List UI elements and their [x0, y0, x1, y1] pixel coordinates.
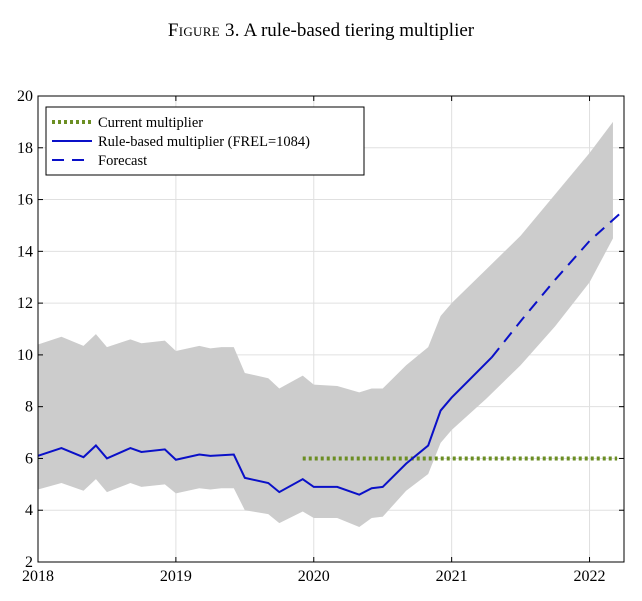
y-tick-label: 12 [17, 295, 33, 312]
legend-label-forecast: Forecast [98, 153, 147, 169]
y-tick-label: 18 [17, 140, 33, 157]
figure-title-text: A rule-based tiering multiplier [243, 20, 475, 41]
legend-label-rule: Rule-based multiplier (FREL=1084) [98, 134, 310, 150]
axes: 2018 2019 2020 2021 2022 2 4 6 8 10 12 14 16 18 20 [17, 88, 624, 585]
plot-frame [37, 95, 625, 563]
y-tick-label: 16 [17, 192, 33, 209]
x-tick-label: 2021 [436, 568, 468, 585]
legend: Current multiplier Rule-based multiplier … [45, 106, 365, 176]
x-tick-label: 2018 [22, 568, 54, 585]
y-tick-label: 6 [25, 450, 33, 467]
legend-label-current: Current multiplier [98, 115, 203, 131]
series-rule-line [37, 356, 493, 496]
y-tick-label: 14 [17, 243, 33, 260]
y-tick-label: 10 [17, 347, 33, 364]
x-tick-label: 2022 [574, 568, 606, 585]
series-lines [37, 209, 625, 496]
figure-title: Figure 3. A rule-based tiering multiplie… [0, 20, 642, 42]
x-tick-label: 2019 [160, 568, 192, 585]
legend-box [45, 106, 365, 176]
y-tick-label: 8 [25, 399, 33, 416]
y-tick-label: 20 [17, 88, 33, 105]
figure-label: Figure 3. [167, 20, 240, 41]
y-tick-label: 2 [25, 554, 33, 571]
confidence-band [38, 121, 613, 528]
x-tick-label: 2020 [298, 568, 330, 585]
series-forecast-line [490, 209, 625, 359]
y-tick-label: 4 [25, 502, 33, 519]
uncertainty-band [38, 121, 613, 528]
